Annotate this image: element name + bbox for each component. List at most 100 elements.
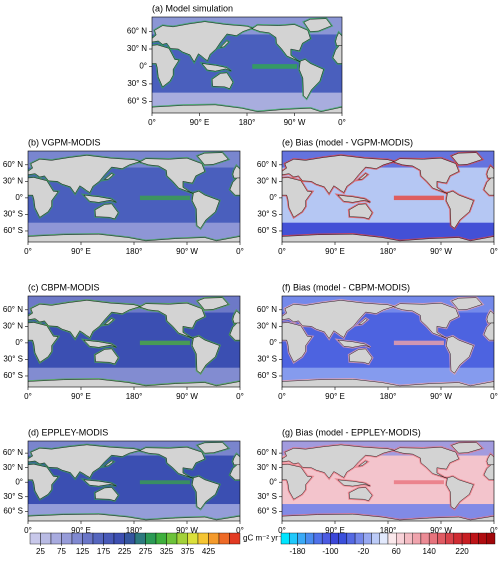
colorbar-box [486, 532, 496, 545]
y-tick-label: 30° S [257, 210, 277, 219]
land [220, 40, 229, 48]
y-tick-label: 60° S [3, 506, 23, 515]
land [83, 339, 117, 348]
x-tick-label: 0° [278, 247, 286, 256]
land [94, 203, 119, 220]
x-tick-label: 180° [380, 247, 397, 256]
y-tick-label: 0° [269, 193, 277, 202]
x-tick-label: 90° E [325, 526, 345, 535]
colorbar-box [346, 532, 356, 545]
land [335, 32, 342, 46]
colorbar-tick-label: 125 [76, 547, 90, 556]
colorbar-box [478, 532, 487, 545]
land [486, 453, 494, 465]
land [83, 194, 117, 203]
land [197, 152, 229, 166]
land [232, 165, 240, 179]
y-tick-label: 30° S [257, 492, 277, 501]
land [483, 322, 494, 341]
y-tick-label: 0° [269, 338, 277, 347]
y-tick-label: 0° [15, 338, 23, 347]
land [28, 464, 59, 500]
x-tick-label: 90° W [430, 526, 452, 535]
colorbar-tick-label: 275 [139, 547, 153, 556]
land [451, 297, 483, 311]
colorbar-box [404, 532, 413, 545]
land [446, 476, 474, 510]
x-tick-label: 90° E [325, 247, 345, 256]
y-tick-label: 60° S [127, 96, 147, 105]
land [282, 300, 395, 339]
x-tick-label: 90° E [325, 392, 345, 401]
x-tick-label: 0° [24, 526, 32, 535]
x-tick-label: 0° [278, 392, 286, 401]
y-tick-label: 30° N [257, 463, 277, 472]
panel-title: (c) CBPM-MODIS [28, 282, 100, 292]
map [28, 151, 240, 242]
x-tick-label: 0° [148, 118, 156, 127]
map [282, 296, 494, 387]
y-tick-label: 30° S [257, 355, 277, 364]
land [282, 234, 494, 242]
land [393, 447, 459, 479]
colorbar-tick-label: 25 [36, 547, 45, 556]
land [94, 348, 119, 365]
colorbar-box [71, 532, 83, 545]
land [103, 173, 114, 181]
land [28, 300, 141, 339]
colorbar-box [40, 532, 52, 545]
y-tick-label: 60° N [257, 160, 277, 169]
land [28, 379, 240, 387]
colorbar-box [289, 532, 298, 545]
x-tick-label: 90° E [190, 118, 210, 127]
land [483, 464, 494, 480]
land [282, 177, 313, 218]
x-tick-label: 0° [490, 247, 498, 256]
land [486, 310, 494, 324]
y-tick-label: 60° N [3, 448, 23, 457]
colorbar-box [61, 532, 73, 545]
colorbar-box [453, 532, 463, 545]
y-tick-label: 60° S [3, 371, 23, 380]
panel-title: (b) VGPM-MODIS [28, 137, 101, 147]
land [303, 18, 332, 32]
colorbar-box [229, 532, 241, 545]
colorbar-tick-label: -100 [322, 547, 339, 556]
land [282, 444, 394, 479]
colorbar-box [412, 532, 422, 545]
colorbar-box [354, 532, 364, 545]
land [103, 460, 114, 467]
equatorial-band [252, 64, 298, 69]
x-tick-label: 180° [380, 392, 397, 401]
y-tick-label: 60° S [257, 226, 277, 235]
land [483, 177, 494, 196]
land [446, 336, 474, 374]
land [486, 165, 494, 179]
land [282, 155, 395, 194]
y-tick-label: 60° S [257, 506, 277, 515]
x-tick-label: 180° [126, 526, 143, 535]
land [28, 234, 240, 242]
colorbar-box [218, 532, 230, 545]
colorbar-box [208, 532, 220, 545]
equatorial-band [139, 480, 190, 485]
land [152, 21, 253, 63]
colorbar-tick-label: -20 [358, 547, 370, 556]
colorbar-box [428, 532, 438, 545]
x-tick-label: 90° W [284, 118, 306, 127]
colorbar-box [363, 532, 372, 545]
colorbar-box [321, 532, 331, 545]
colorbar-box [145, 532, 157, 545]
y-tick-label: 30° S [3, 355, 23, 364]
x-tick-label: 0° [490, 392, 498, 401]
colorbar-box [103, 532, 115, 545]
y-tick-label: 0° [15, 193, 23, 202]
y-tick-label: 60° S [3, 226, 23, 235]
y-tick-label: 30° N [3, 176, 23, 185]
land [28, 322, 59, 363]
equatorial-band [393, 480, 444, 485]
equatorial-band [393, 195, 444, 201]
y-tick-label: 60° N [257, 305, 277, 314]
x-tick-label: 180° [126, 247, 143, 256]
map [152, 17, 342, 113]
